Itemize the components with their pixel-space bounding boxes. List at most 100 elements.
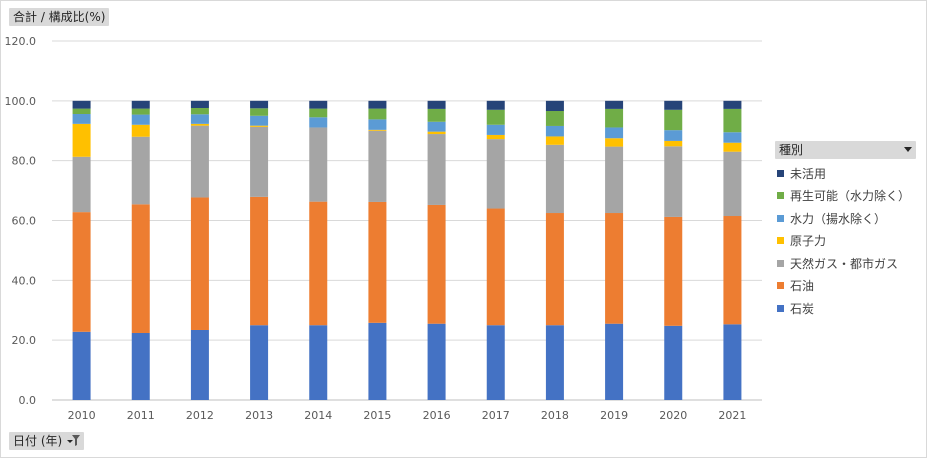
legend-label: 水力（揚水除く） — [790, 211, 887, 226]
bar-segment[interactable] — [131, 204, 150, 333]
bar-segment[interactable] — [309, 201, 328, 326]
bar-segment[interactable] — [190, 197, 209, 330]
bar-segment[interactable] — [72, 123, 91, 157]
bar-segment[interactable] — [250, 100, 269, 109]
bar-segment[interactable] — [72, 108, 91, 114]
bar-segment[interactable] — [545, 125, 564, 137]
bar-segment[interactable] — [427, 323, 446, 400]
bar-segment[interactable] — [486, 325, 505, 400]
bar-segment[interactable] — [131, 100, 150, 109]
legend-item[interactable]: 再生可能（水力除く） — [777, 185, 910, 208]
bar-segment[interactable] — [545, 111, 564, 126]
bar-segment[interactable] — [250, 125, 269, 127]
bar-segment[interactable] — [368, 119, 387, 130]
bar-segment[interactable] — [131, 108, 150, 115]
bar-segment[interactable] — [190, 100, 209, 109]
bar-segment[interactable] — [664, 100, 683, 110]
bar-segment[interactable] — [427, 134, 446, 205]
bar-segment[interactable] — [664, 140, 683, 147]
bar-segment[interactable] — [309, 108, 328, 118]
bar-segment[interactable] — [190, 329, 209, 400]
bar-segment[interactable] — [723, 108, 742, 133]
bar-segment[interactable] — [605, 146, 624, 214]
bar-segment[interactable] — [131, 114, 150, 125]
bar-segment[interactable] — [190, 125, 209, 198]
bar-segment[interactable] — [427, 131, 446, 135]
bar-segment[interactable] — [664, 109, 683, 131]
bar-segment[interactable] — [250, 196, 269, 326]
bar-segment[interactable] — [72, 156, 91, 213]
dropdown-arrow-icon[interactable] — [904, 147, 912, 152]
bar-segment[interactable] — [309, 117, 328, 128]
bar-segment[interactable] — [723, 324, 742, 400]
bar-segment[interactable] — [664, 130, 683, 141]
bar-segment[interactable] — [664, 325, 683, 400]
bar-segment[interactable] — [368, 201, 387, 323]
bar-segment[interactable] — [368, 108, 387, 120]
filter-icon[interactable] — [65, 434, 81, 447]
bar-segment[interactable] — [723, 100, 742, 109]
axis-field-button[interactable]: 日付 (年) — [9, 432, 85, 450]
bar-segment[interactable] — [605, 127, 624, 139]
bar-segment[interactable] — [250, 108, 269, 116]
bar-segment[interactable] — [664, 216, 683, 326]
bar-segment[interactable] — [131, 124, 150, 137]
bar-segment[interactable] — [309, 325, 328, 400]
bar-segment[interactable] — [605, 323, 624, 400]
bar-segment[interactable] — [368, 129, 387, 131]
bar-segment[interactable] — [427, 100, 446, 109]
value-field-button[interactable]: 合計 / 構成比(%) — [9, 8, 110, 26]
bar-segment[interactable] — [605, 138, 624, 147]
bar-segment[interactable] — [250, 115, 269, 126]
bar-segment[interactable] — [723, 142, 742, 152]
bar-segment[interactable] — [545, 213, 564, 326]
bar-segment[interactable] — [605, 108, 624, 128]
bar-segment[interactable] — [309, 127, 328, 202]
legend-item[interactable]: 石炭 — [777, 297, 910, 320]
bar-segment[interactable] — [427, 121, 446, 132]
bar-segment[interactable] — [250, 126, 269, 197]
bar-segment[interactable] — [72, 331, 91, 400]
bar-segment[interactable] — [486, 100, 505, 110]
bar-segment[interactable] — [72, 212, 91, 332]
bar-segment[interactable] — [486, 139, 505, 209]
y-tick-label: 100.0 — [5, 95, 37, 108]
bar-segment[interactable] — [190, 114, 209, 124]
bar-segment[interactable] — [486, 124, 505, 135]
bar-segment[interactable] — [486, 134, 505, 140]
bar-segment[interactable] — [368, 100, 387, 109]
legend-label: 天然ガス・都市ガス — [790, 256, 899, 271]
legend-field-button[interactable]: 種別 — [775, 141, 916, 159]
legend-item[interactable]: 天然ガス・都市ガス — [777, 252, 910, 275]
bar-segment[interactable] — [131, 332, 150, 400]
legend-item[interactable]: 水力（揚水除く） — [777, 207, 910, 230]
bar-segment[interactable] — [309, 100, 328, 109]
bar-segment[interactable] — [723, 151, 742, 217]
bar-segment[interactable] — [545, 325, 564, 400]
bar-segment[interactable] — [723, 216, 742, 325]
bar-segment[interactable] — [486, 109, 505, 125]
bar-segment[interactable] — [368, 130, 387, 202]
bar-segment[interactable] — [723, 132, 742, 143]
legend: 未活用 再生可能（水力除く） 水力（揚水除く） 原子力天然ガス・都市ガス石油 石炭 — [777, 162, 910, 320]
bar-segment[interactable] — [72, 100, 91, 109]
bar-segment[interactable] — [368, 322, 387, 400]
legend-item[interactable]: 未活用 — [777, 162, 910, 185]
bar-segment[interactable] — [605, 213, 624, 324]
bar-segment[interactable] — [190, 123, 209, 126]
bar-segment[interactable] — [190, 108, 209, 115]
bar-segment[interactable] — [605, 100, 624, 109]
bar-segment[interactable] — [250, 325, 269, 400]
bar-segment[interactable] — [664, 146, 683, 217]
legend-item[interactable]: 原子力 — [777, 230, 910, 253]
bar-segment[interactable] — [486, 208, 505, 326]
legend-field-label: 種別 — [779, 143, 804, 157]
bar-segment[interactable] — [545, 100, 564, 112]
bar-segment[interactable] — [545, 136, 564, 145]
bar-segment[interactable] — [427, 108, 446, 122]
bar-segment[interactable] — [72, 113, 91, 124]
legend-item[interactable]: 石油 — [777, 275, 910, 298]
bar-segment[interactable] — [545, 144, 564, 214]
bar-segment[interactable] — [131, 136, 150, 205]
bar-segment[interactable] — [427, 204, 446, 324]
